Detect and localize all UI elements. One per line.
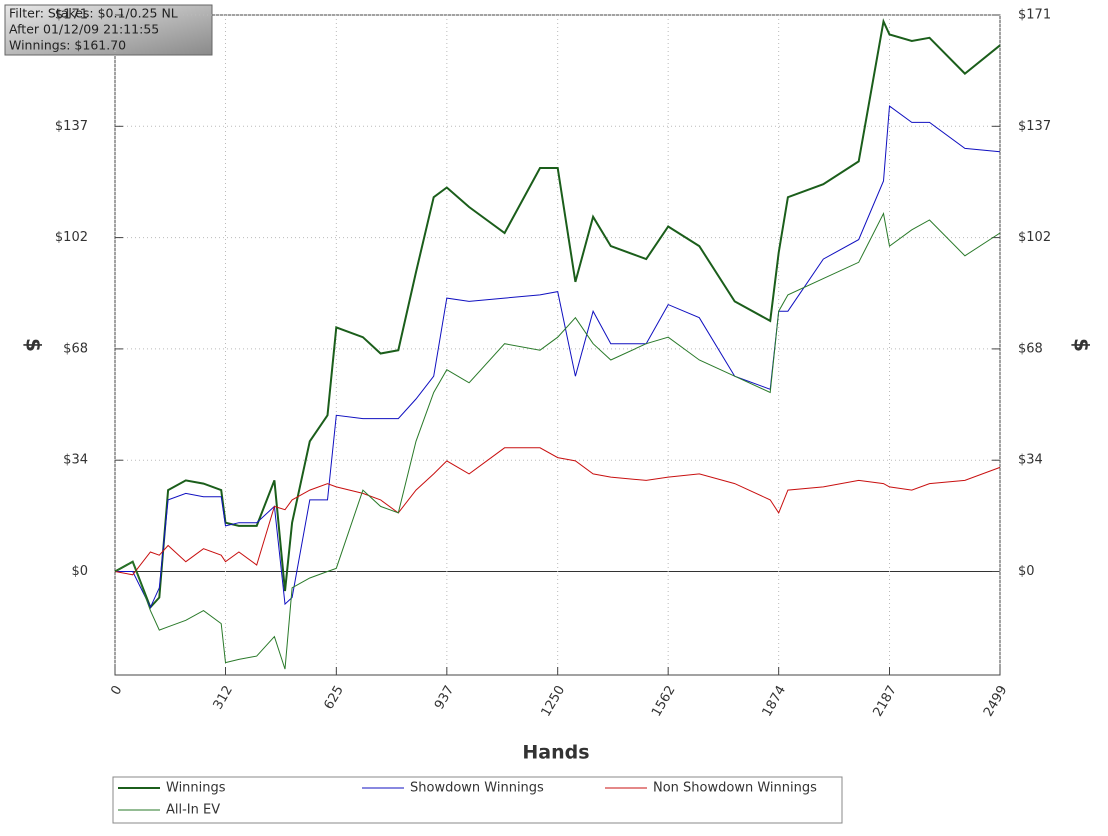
y-tick-label-right: $102 — [1018, 230, 1051, 245]
filter-box — [4, 4, 213, 56]
y-tick-label: $137 — [55, 119, 88, 134]
x-tick-label: 0 — [108, 683, 125, 698]
x-tick-label: 937 — [432, 683, 457, 712]
y-tick-label: $0 — [71, 564, 88, 579]
x-tick-label: 2187 — [870, 683, 900, 719]
y-tick-label: $102 — [55, 230, 88, 245]
x-tick-label: 1874 — [760, 683, 790, 719]
x-axis-label: Hands — [522, 742, 589, 764]
y-tick-label-right: $137 — [1018, 119, 1051, 134]
y-tick-label-right: $68 — [1018, 341, 1043, 356]
legend-label: All-In EV — [166, 803, 220, 818]
legend-label: Non Showdown Winnings — [653, 781, 817, 796]
y-axis-label: $ — [22, 338, 46, 352]
filter-text: Winnings: $161.70 — [9, 38, 126, 53]
y-axis-label-right: $ — [1070, 338, 1094, 352]
series-line — [114, 211, 1001, 670]
y-tick-label: $68 — [63, 341, 88, 356]
x-tick-label: 1562 — [649, 683, 679, 719]
series-line — [115, 105, 1001, 609]
x-tick-label: 625 — [321, 683, 346, 712]
y-tick-label: $171 — [55, 8, 88, 23]
y-tick-label: $34 — [63, 453, 88, 468]
legend-label: Winnings — [166, 781, 226, 796]
x-tick-label: 1250 — [539, 683, 569, 719]
series-line — [114, 18, 1001, 610]
y-tick-label-right: $171 — [1018, 8, 1051, 23]
filter-text: After 01/12/09 21:11:55 — [9, 22, 159, 37]
x-tick-label: 312 — [211, 683, 236, 712]
y-tick-label-right: $34 — [1018, 453, 1043, 468]
x-tick-label: 2499 — [981, 683, 1011, 719]
y-tick-label-right: $0 — [1018, 564, 1035, 579]
filter-text: Filter: Stakes: $0.1/0.25 NL — [9, 6, 178, 21]
legend-box — [112, 776, 843, 824]
legend-label: Showdown Winnings — [410, 781, 544, 796]
series-line — [114, 447, 1001, 576]
